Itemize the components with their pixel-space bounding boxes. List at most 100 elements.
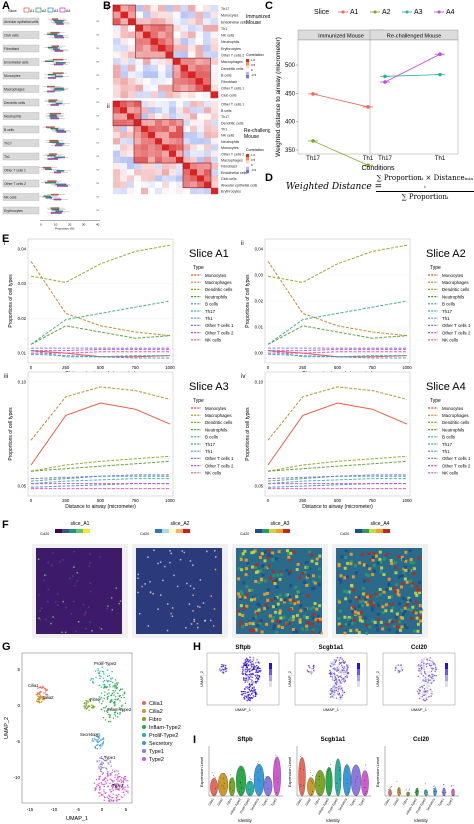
- significance-mark: ns: [96, 154, 100, 158]
- feature-point: [336, 693, 339, 696]
- umap-point: [98, 792, 101, 794]
- umap-point: [122, 791, 125, 793]
- spot: [410, 608, 414, 612]
- spot: [288, 598, 292, 602]
- umap-point: [121, 688, 124, 690]
- spot: [199, 579, 202, 581]
- spot: [239, 596, 243, 600]
- spot: [419, 608, 423, 612]
- spot: [152, 592, 154, 595]
- umap-point: [115, 799, 118, 801]
- spot: [44, 574, 46, 576]
- feature-point: [225, 664, 227, 667]
- violin-point: [339, 769, 340, 771]
- umap-point: [108, 774, 110, 776]
- violin-point: [248, 782, 250, 784]
- spot: [188, 603, 191, 605]
- heatmap-cell-ii: [183, 107, 191, 114]
- violin: [298, 757, 306, 797]
- heatmap-cell-ii: [169, 107, 177, 114]
- umap-point: [42, 699, 45, 701]
- umap-point: [112, 793, 115, 795]
- feature-point: [313, 669, 316, 671]
- heatmap-cell-i: [120, 38, 129, 46]
- feature-colorbar: [445, 663, 448, 669]
- violin-point: [318, 775, 320, 777]
- feature-point: [334, 679, 336, 682]
- y-tick-label: 0.02: [18, 316, 27, 321]
- feature-point: [426, 661, 428, 663]
- significance-mark: ns: [96, 60, 100, 64]
- feature-point: [430, 660, 432, 662]
- spot: [277, 550, 281, 554]
- violin-point: [339, 770, 341, 772]
- violin-point: [453, 794, 455, 796]
- violin-point: [416, 790, 417, 792]
- legend-label: Dendritic cells: [442, 287, 470, 292]
- smooth-curve: [30, 386, 171, 441]
- spot: [238, 612, 242, 616]
- gene-title: Scgb1a1: [321, 737, 346, 743]
- legend-label: Other T cells 2: [442, 330, 471, 335]
- heatmap-cell-ii: [183, 113, 191, 120]
- feature-point: [419, 695, 422, 698]
- violin-point: [221, 785, 223, 787]
- violin-point: [426, 792, 428, 794]
- x-tick-label: 30: [82, 223, 86, 227]
- heatmap-cell-ii: [134, 169, 142, 176]
- umap-point: [111, 788, 113, 790]
- umap-point: [114, 776, 116, 778]
- spot: [310, 622, 314, 626]
- spot: [106, 607, 108, 610]
- umap-point: [109, 686, 111, 688]
- y-axis-title: Proportions of cell types: [245, 407, 251, 461]
- heatmap-row-label: Endothelial cells: [221, 171, 247, 175]
- umap-point: [103, 789, 105, 791]
- umap-point: [98, 733, 100, 735]
- feature-point: [345, 670, 348, 673]
- heatmap-cell-i: [203, 24, 211, 32]
- heatmap-cell-ii: [197, 138, 205, 145]
- spot: [372, 552, 376, 556]
- spot: [115, 587, 117, 589]
- umap-point: [123, 794, 125, 796]
- spot: [294, 585, 298, 589]
- cluster-box: [133, 119, 184, 164]
- spot: [400, 608, 404, 612]
- heatmap-cell-i: [143, 44, 151, 52]
- spot: [149, 591, 152, 594]
- umap-point: [44, 689, 47, 691]
- heatmap-cell-ii: [211, 138, 219, 145]
- umap-point: [102, 671, 105, 673]
- feature-point: [422, 698, 425, 701]
- legend-label: Other T cells 2: [442, 463, 471, 468]
- spot: [275, 557, 279, 561]
- umap-point: [100, 757, 103, 760]
- feature-point: [344, 661, 346, 663]
- spot: [274, 596, 278, 600]
- heatmap-cell-i: [173, 58, 181, 65]
- umap-point: [109, 778, 112, 780]
- heatmap-cell-ii: [176, 107, 184, 114]
- x-tick-label: 1000: [402, 365, 412, 370]
- heatmap-cell-i: [143, 5, 151, 12]
- subplot-roman: iv: [241, 374, 245, 380]
- spot: [305, 624, 309, 628]
- spot: [376, 612, 380, 616]
- y-tick-label: 5: [17, 667, 20, 672]
- heatmap-cell-ii: [162, 150, 170, 157]
- umap-point: [96, 733, 98, 736]
- sub-label-i: i: [107, 6, 108, 12]
- spot: [264, 602, 268, 606]
- spot: [100, 628, 103, 630]
- heatmap-cell-i: [165, 31, 174, 39]
- panel-label-i: I: [193, 734, 197, 746]
- umap-point: [125, 790, 128, 793]
- umap-point: [117, 682, 119, 684]
- significance-mark: ns: [96, 19, 100, 23]
- spot: [379, 560, 383, 564]
- feature-point: [421, 684, 424, 687]
- legend-label: Dendritic cells: [442, 420, 470, 425]
- heatmap-cell-i: [158, 31, 166, 39]
